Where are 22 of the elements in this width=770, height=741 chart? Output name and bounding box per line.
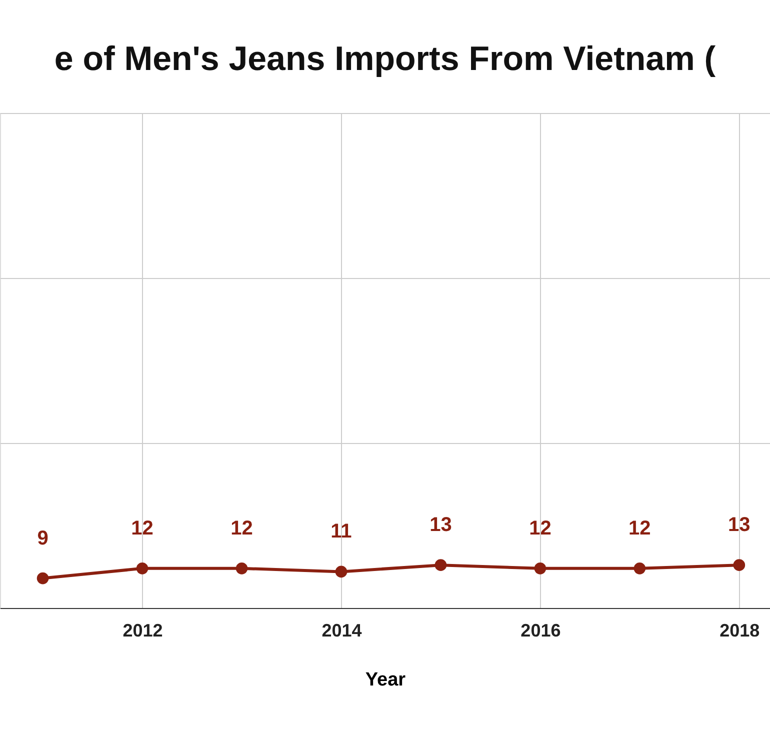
data-label: 12 bbox=[230, 517, 253, 540]
point bbox=[36, 572, 49, 584]
x-tick-label: 2018 bbox=[720, 620, 760, 640]
point bbox=[136, 562, 148, 574]
point bbox=[434, 559, 447, 572]
data-label: 13 bbox=[430, 514, 452, 536]
data-label: 12 bbox=[529, 517, 552, 540]
x-axis-title: Year bbox=[365, 670, 406, 690]
data-label: 9 bbox=[37, 527, 48, 550]
x-tick-label: 2014 bbox=[322, 620, 362, 640]
data-label: 12 bbox=[131, 517, 154, 540]
data-label: 11 bbox=[330, 520, 352, 543]
point bbox=[733, 559, 746, 572]
point bbox=[236, 562, 248, 574]
x-tick-label: 2012 bbox=[122, 620, 163, 640]
point bbox=[534, 562, 546, 574]
point bbox=[335, 566, 348, 578]
point bbox=[634, 562, 646, 574]
chart-title: e of Men's Jeans Imports From Vietnam ( bbox=[54, 40, 716, 78]
data-label: 13 bbox=[728, 514, 750, 536]
x-tick-label: 2016 bbox=[520, 620, 561, 640]
data-label: 12 bbox=[628, 517, 651, 540]
